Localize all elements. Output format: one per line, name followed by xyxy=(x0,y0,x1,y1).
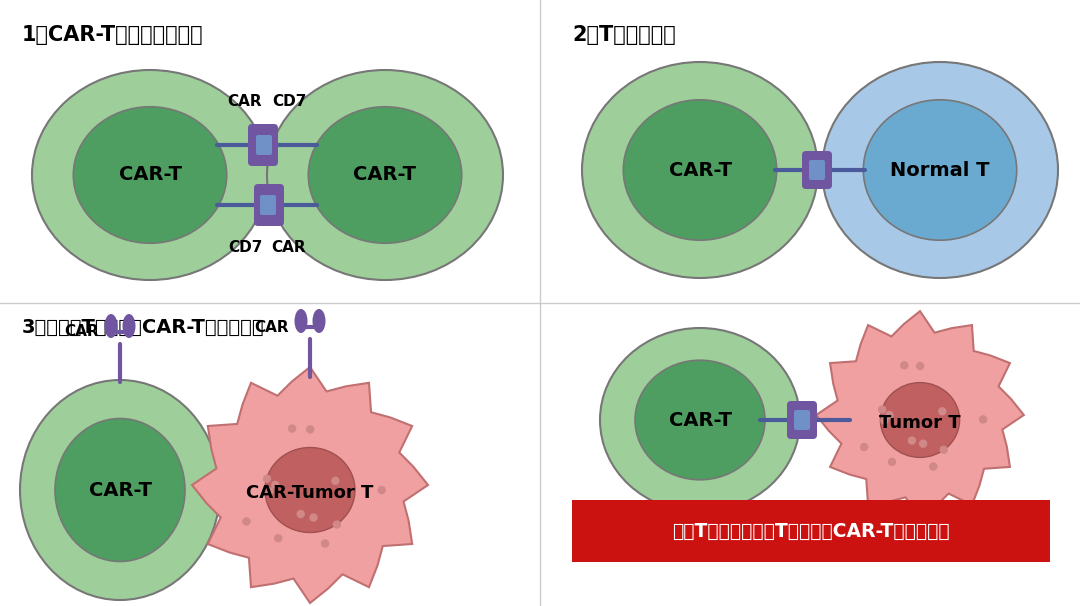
Ellipse shape xyxy=(582,62,818,278)
Text: 应用T肿瘤患者自身T细胞制备CAR-T有极高风险: 应用T肿瘤患者自身T细胞制备CAR-T有极高风险 xyxy=(672,522,949,541)
Ellipse shape xyxy=(105,314,118,338)
Circle shape xyxy=(941,446,947,453)
Circle shape xyxy=(332,478,339,484)
Circle shape xyxy=(939,408,946,415)
Circle shape xyxy=(310,514,318,521)
Ellipse shape xyxy=(73,107,227,243)
Circle shape xyxy=(919,440,927,447)
Circle shape xyxy=(378,487,386,493)
Text: CAR: CAR xyxy=(228,95,262,110)
Circle shape xyxy=(272,482,279,488)
Ellipse shape xyxy=(635,360,765,480)
Text: CAR-T: CAR-T xyxy=(119,165,181,184)
Text: CAR-T: CAR-T xyxy=(669,410,731,430)
Circle shape xyxy=(980,416,987,423)
Circle shape xyxy=(274,534,282,542)
Ellipse shape xyxy=(295,309,308,333)
Ellipse shape xyxy=(880,382,960,458)
Circle shape xyxy=(243,518,249,525)
FancyBboxPatch shape xyxy=(256,135,272,155)
Ellipse shape xyxy=(822,62,1058,278)
Text: 1）CAR-T细胞自相残杀：: 1）CAR-T细胞自相残杀： xyxy=(22,25,204,45)
Circle shape xyxy=(307,426,313,433)
Text: CAR: CAR xyxy=(65,324,99,339)
Text: 2）T细胞缺乏：: 2）T细胞缺乏： xyxy=(572,25,676,45)
Text: CAR-T: CAR-T xyxy=(353,165,417,184)
FancyBboxPatch shape xyxy=(787,401,816,439)
Ellipse shape xyxy=(312,309,325,333)
Text: CD7: CD7 xyxy=(228,241,262,256)
FancyBboxPatch shape xyxy=(794,410,810,430)
Ellipse shape xyxy=(623,100,777,240)
FancyBboxPatch shape xyxy=(260,195,276,215)
Ellipse shape xyxy=(863,100,1016,240)
Circle shape xyxy=(861,444,867,450)
Circle shape xyxy=(901,362,908,369)
Ellipse shape xyxy=(21,380,220,600)
Ellipse shape xyxy=(265,447,355,533)
Text: CD7: CD7 xyxy=(272,95,307,110)
Polygon shape xyxy=(816,311,1024,519)
Circle shape xyxy=(886,411,893,419)
FancyBboxPatch shape xyxy=(248,124,278,166)
Ellipse shape xyxy=(308,107,462,243)
Text: 3）肿瘤性T细胞污染CAR-T细胞产物：: 3）肿瘤性T细胞污染CAR-T细胞产物： xyxy=(22,318,265,337)
FancyBboxPatch shape xyxy=(809,160,825,180)
Polygon shape xyxy=(192,367,428,603)
Ellipse shape xyxy=(32,70,268,280)
Ellipse shape xyxy=(600,328,800,512)
Text: Normal T: Normal T xyxy=(890,161,989,179)
Ellipse shape xyxy=(55,419,185,562)
Ellipse shape xyxy=(122,314,135,338)
Ellipse shape xyxy=(267,70,503,280)
Circle shape xyxy=(322,540,328,547)
Circle shape xyxy=(917,362,923,370)
Circle shape xyxy=(889,458,895,465)
Text: CAR-T: CAR-T xyxy=(89,481,151,499)
Circle shape xyxy=(908,437,916,444)
FancyBboxPatch shape xyxy=(254,184,284,226)
Circle shape xyxy=(879,406,886,413)
Circle shape xyxy=(334,521,340,528)
Circle shape xyxy=(881,417,888,424)
Text: Tumor T: Tumor T xyxy=(879,414,961,432)
Circle shape xyxy=(264,475,270,482)
Circle shape xyxy=(930,463,936,470)
FancyBboxPatch shape xyxy=(802,151,832,189)
Circle shape xyxy=(288,425,296,432)
Text: CAR-T: CAR-T xyxy=(669,161,731,179)
Circle shape xyxy=(266,488,273,495)
Text: CAR: CAR xyxy=(255,321,289,336)
Text: CAR-Tumor T: CAR-Tumor T xyxy=(246,484,374,502)
Circle shape xyxy=(297,510,305,518)
Text: CAR: CAR xyxy=(272,241,307,256)
FancyBboxPatch shape xyxy=(572,500,1050,562)
